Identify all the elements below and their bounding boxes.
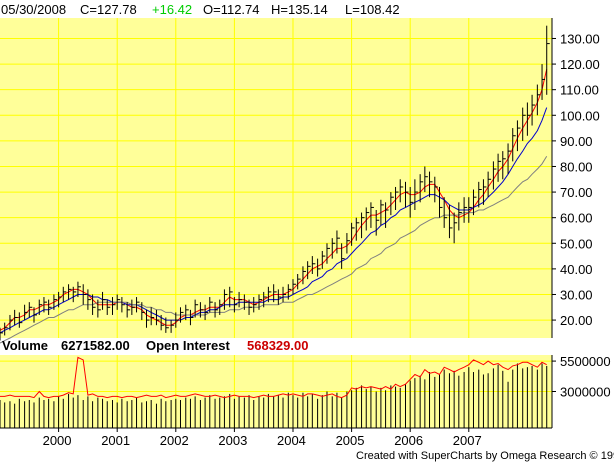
volume-axis-labels: 3000000 5500000 [552,354,611,400]
year-label: 2002 [160,433,189,448]
price-tick-label: 40.00 [560,262,593,277]
volume-bars [0,363,548,428]
year-label: 2007 [453,433,482,448]
header-date: 05/30/2008 [1,2,66,17]
price-axis-labels: 20.00 30.00 40.00 50.00 60.00 70.00 80.00 90.00… [552,31,600,328]
year-label: 2001 [101,433,130,448]
price-tick-label: 70.00 [560,185,593,200]
price-bars [0,25,550,341]
price-tick-label: 20.00 [560,313,593,328]
volume-tick-label: 5500000 [560,354,611,369]
open-interest-line [0,356,547,399]
year-label: 2004 [277,433,306,448]
year-axis-labels: 2000 2001 2002 2003 2004 2005 2006 2007 [43,428,482,448]
price-tick-label: 110.00 [560,83,599,98]
price-tick-label: 100.00 [560,108,600,123]
gridlines [0,37,552,392]
credit-text: Created with SuperCharts by Omega Resear… [356,450,614,462]
price-tick-label: 130.00 [560,31,600,46]
open-interest-value: 568329.00 [247,338,308,353]
year-label: 2006 [394,433,423,448]
year-label: 2005 [336,433,365,448]
price-tick-label: 120.00 [560,57,600,72]
price-panel [0,18,552,338]
open-interest-series [0,356,547,399]
header-open: O=112.74 [203,2,260,17]
header-low: L=108.42 [345,2,400,17]
header-high: H=135.14 [271,2,328,17]
volume-label: Volume [2,338,48,353]
price-tick-label: 90.00 [560,134,593,149]
price-tick-label: 30.00 [560,287,593,302]
year-label: 2003 [218,433,247,448]
open-interest-label: Open Interest [146,338,230,353]
price-tick-label: 80.00 [560,159,593,174]
volume-value: 6271582.00 [61,338,130,353]
moving-average-slow [0,155,548,344]
header-close: C=127.78 [80,2,137,17]
price-tick-label: 60.00 [560,211,593,226]
price-tick-label: 50.00 [560,236,593,251]
volume-tick-label: 3000000 [560,385,611,400]
year-label: 2000 [43,433,72,448]
header-change: +16.42 [152,2,192,17]
